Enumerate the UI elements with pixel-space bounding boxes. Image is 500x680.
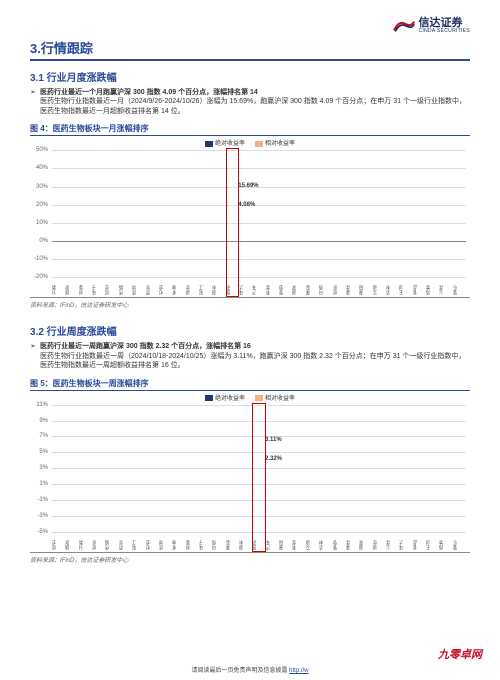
chart-monthly: 绝对收益率相对收益率50%40%30%20%10%0%-10%-20%计算国防非… [30, 138, 470, 298]
fig5-source: 资料来源：IFinD，信达证券研发中心 [30, 555, 470, 564]
bullet-icon: ➢ [30, 88, 40, 116]
sub32-bullet: ➢ 医药行业最近一周跑赢沪深 300 指数 2.32 个百分点，涨幅排名第 16… [30, 342, 470, 370]
sub32-body: 医药生物行业指数最近一周（2024/10/18-2024/10/25）涨幅为 3… [40, 352, 470, 371]
brand-en: CINDA SECURITIES [419, 29, 470, 34]
footer-logo: 九零卓网 [438, 646, 482, 662]
chart-weekly: 绝对收益率相对收益率11%9%7%5%3%1%-1%-3%-5%综合国防计算纺织… [30, 393, 470, 553]
bullet-icon: ➢ [30, 342, 40, 370]
footer-link[interactable]: http://w [289, 668, 308, 674]
brand-logo: 信达证券 CINDA SECURITIES [30, 18, 470, 34]
sub32-bold: 医药行业最近一周跑赢沪深 300 指数 2.32 个百分点，涨幅排名第 16 [40, 342, 470, 351]
sub32-title: 3.2 行业周度涨跌幅 [30, 323, 470, 338]
footer-note-text: 请阅读最后一页免责声明及信息披露 [191, 668, 289, 674]
footer-disclaimer: 请阅读最后一页免责声明及信息披露 http://w [191, 665, 308, 674]
footer-logo-text: 九零卓网 [438, 646, 482, 662]
section-title: 3.行情跟踪 [30, 38, 470, 61]
swirl-icon [393, 18, 415, 34]
fig5-label: 图 5：医药生物板块一周涨幅排序 [30, 378, 470, 391]
sub31-title: 3.1 行业月度涨跌幅 [30, 69, 470, 84]
sub31-bold: 医药行业最近一个月跑赢沪深 300 指数 4.09 个百分点，涨幅排名第 14 [40, 88, 470, 97]
fig4-label: 图 4：医药生物板块一月涨幅排序 [30, 123, 470, 136]
sub31-bullet: ➢ 医药行业最近一个月跑赢沪深 300 指数 4.09 个百分点，涨幅排名第 1… [30, 88, 470, 116]
sub31-body: 医药生物行业指数最近一月（2024/9/26-2024/10/26）涨幅为 15… [40, 97, 470, 116]
fig4-source: 资料来源：IFinD，信达证券研发中心 [30, 300, 470, 309]
